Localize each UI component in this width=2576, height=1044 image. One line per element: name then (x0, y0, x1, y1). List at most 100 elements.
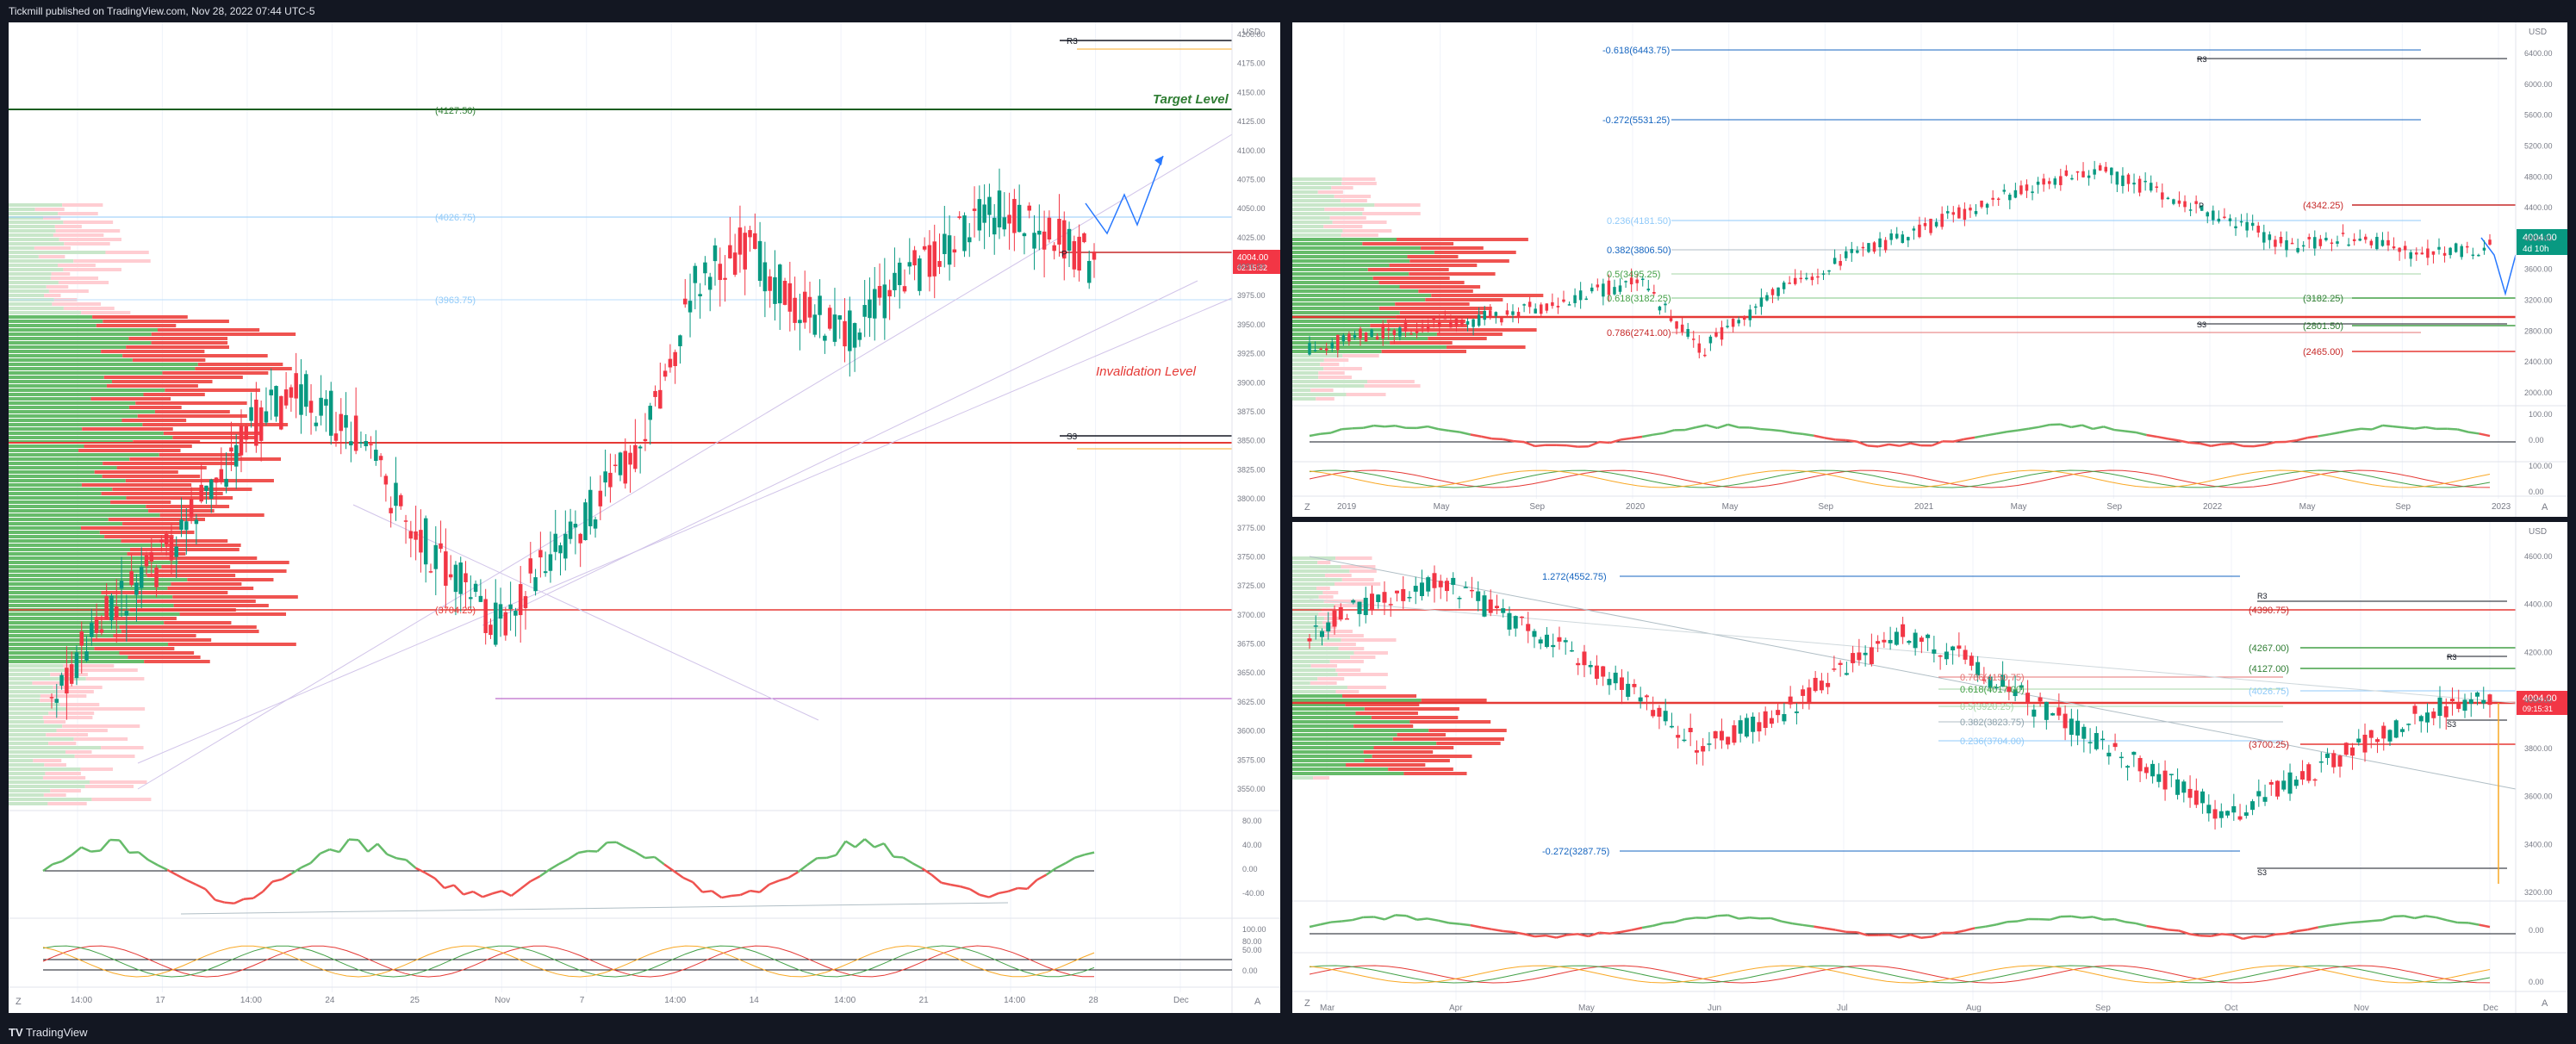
candle-body (2325, 753, 2330, 758)
candle-body (224, 478, 228, 488)
candle-body (1788, 283, 1791, 284)
profile-bar-up (1292, 199, 1341, 202)
rsi-segment (615, 841, 627, 848)
chart-panel-intraday[interactable]: R3 S3 P Target Level Invalidation Level … (9, 22, 1280, 1013)
candle-body (2237, 816, 2243, 820)
candle-body (1483, 310, 1486, 320)
profile-bar-up (9, 802, 48, 805)
profile-bar-up (1292, 737, 1393, 741)
chart-panel-daily[interactable]: 1.272(4552.75) -0.272(3287.75) 0.786(415… (1292, 522, 2567, 1013)
candle-body (1635, 279, 1639, 283)
profile-bar-down (1322, 630, 1353, 633)
rsi-segment (1652, 922, 1664, 927)
profile-bar-down (1399, 311, 1486, 314)
rsi-segment (1631, 435, 1643, 440)
candle-body (608, 472, 613, 488)
candle-body (2194, 201, 2198, 204)
auto-scale-toggle[interactable]: A (2542, 998, 2548, 1009)
profile-bar-down (1372, 755, 1472, 758)
candle-body (1963, 649, 1968, 660)
rsi-segment (300, 861, 312, 869)
profile-bar-down (43, 294, 61, 297)
candle-body (1590, 287, 1594, 292)
chart-daily-svg[interactable]: 1.272(4552.75) -0.272(3287.75) 0.786(415… (1292, 522, 2567, 1013)
profile-bar-up (1292, 660, 1330, 663)
rsi-segment (921, 867, 933, 876)
profile-bar-down (1363, 750, 1434, 754)
auto-scale-toggle[interactable]: A (1254, 997, 1261, 1007)
rsi-segment (1716, 423, 1729, 430)
rsi-segment (1588, 931, 1600, 938)
time-tick-label: May (1578, 1004, 1595, 1013)
fib-618-label: 0.618(3182.25) (1607, 294, 1671, 304)
z-toggle[interactable]: Z (1304, 502, 1310, 513)
profile-bar-up (9, 285, 47, 289)
candle-body (2274, 239, 2277, 247)
profile-bar-down (94, 617, 177, 620)
candle-body (943, 233, 947, 254)
candle-body (134, 582, 139, 595)
z-toggle[interactable]: Z (16, 997, 22, 1007)
profile-bar-down (1355, 712, 1418, 715)
profile-bar-up (9, 384, 107, 388)
candle-body (1401, 588, 1406, 601)
profile-bar-down (195, 367, 292, 370)
candle-body (793, 297, 797, 323)
rsi-segment (2361, 919, 2373, 923)
profile-bar-up (9, 565, 162, 569)
candle-body (2431, 251, 2436, 255)
price-tick-label: 3900.00 (1237, 378, 1266, 387)
candle-body (1976, 662, 1981, 676)
candle-body (1844, 251, 1848, 258)
rsi-segment (157, 864, 168, 871)
candle-body (1867, 243, 1870, 252)
rsi-segment (1684, 426, 1696, 432)
candle-body (1872, 242, 1876, 252)
candle-body (1888, 639, 1893, 643)
candle-body (364, 440, 368, 447)
chart-weekly-svg[interactable]: -0.618(6443.75) -0.272(5531.25) 0.236(41… (1292, 22, 2567, 517)
time-tick-label: 7 (580, 996, 585, 1005)
price-tick-label: 4800.00 (2524, 172, 2553, 181)
rsi-segment (2146, 924, 2158, 929)
chart-panel-weekly[interactable]: -0.618(6443.75) -0.272(5531.25) 0.236(41… (1292, 22, 2567, 517)
osc-tick-label: 0.00 (2529, 926, 2544, 935)
rsi-segment (588, 849, 598, 853)
candle-body (2056, 707, 2062, 716)
rsi-segment (902, 856, 913, 865)
profile-bar-down (63, 221, 114, 224)
profile-bar-up (9, 371, 163, 375)
z-toggle[interactable]: Z (1304, 998, 1310, 1009)
candle-body (1567, 304, 1571, 306)
profile-bar-up (1292, 302, 1396, 306)
rsi-segment (204, 888, 216, 901)
chart-intraday-svg[interactable]: R3 S3 P Target Level Invalidation Level … (9, 22, 1280, 1013)
profile-bar-down (104, 535, 174, 538)
candle-body (618, 452, 623, 475)
profile-bar-down (146, 505, 230, 508)
profile-bar-up (9, 255, 39, 258)
candle-body (1387, 328, 1391, 331)
time-tick-label: May (2011, 502, 2027, 512)
candle-body (483, 599, 488, 633)
currency-label: USD (2529, 28, 2547, 37)
candle-body (947, 235, 952, 265)
auto-scale-toggle[interactable]: A (2542, 502, 2548, 513)
candle-body (2450, 699, 2455, 702)
candle-body (1534, 308, 1537, 314)
candle-body (987, 196, 992, 215)
rsi-segment (2436, 916, 2448, 922)
rsi-segment (1995, 921, 2007, 926)
candle-body (423, 518, 428, 565)
candle-body (2069, 718, 2074, 736)
candle-body (1765, 295, 1769, 301)
rsi-segment (2479, 923, 2491, 929)
volume-profile (1292, 556, 1507, 780)
price-tick-label: 4025.00 (1237, 233, 1266, 242)
profile-bar-up (1292, 311, 1400, 314)
rsi-segment (1481, 435, 1492, 440)
candle-body (2168, 774, 2174, 775)
profile-bar-down (1409, 259, 1509, 263)
profile-bar-down (106, 384, 198, 388)
rsi-segment (893, 855, 904, 859)
